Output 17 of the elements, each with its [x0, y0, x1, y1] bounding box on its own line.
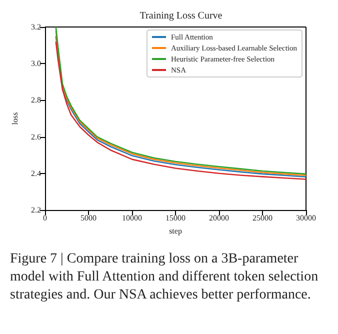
chart-title: Training Loss Curve: [140, 10, 223, 22]
y-tick-label: 3.2: [31, 22, 41, 32]
y-tick-label: 2.2: [31, 206, 41, 214]
x-tick-label: 25000: [252, 214, 272, 222]
x-axis-title: step: [169, 226, 182, 236]
y-tick-label: 2.8: [31, 96, 41, 105]
y-tick-label: 3.0: [31, 59, 41, 68]
x-tick-label: 10000: [122, 214, 142, 222]
x-tick-label: 30000: [296, 214, 316, 222]
y-tick-label: 2.4: [31, 168, 41, 178]
y-axis-title: loss: [10, 112, 20, 125]
caption: Figure 7 | Compare training loss on a 3B-parameter model with Full Attention and different token selection strategies and. Our NSA achieves better performance.: [10, 252, 322, 302]
x-tick-label: 5000: [80, 214, 96, 222]
x-tick-label: 0: [43, 214, 47, 222]
y-tick-label: 2.6: [31, 132, 41, 142]
x-tick-label: 20000: [209, 214, 229, 222]
x-tick-label: 15000: [166, 214, 186, 222]
